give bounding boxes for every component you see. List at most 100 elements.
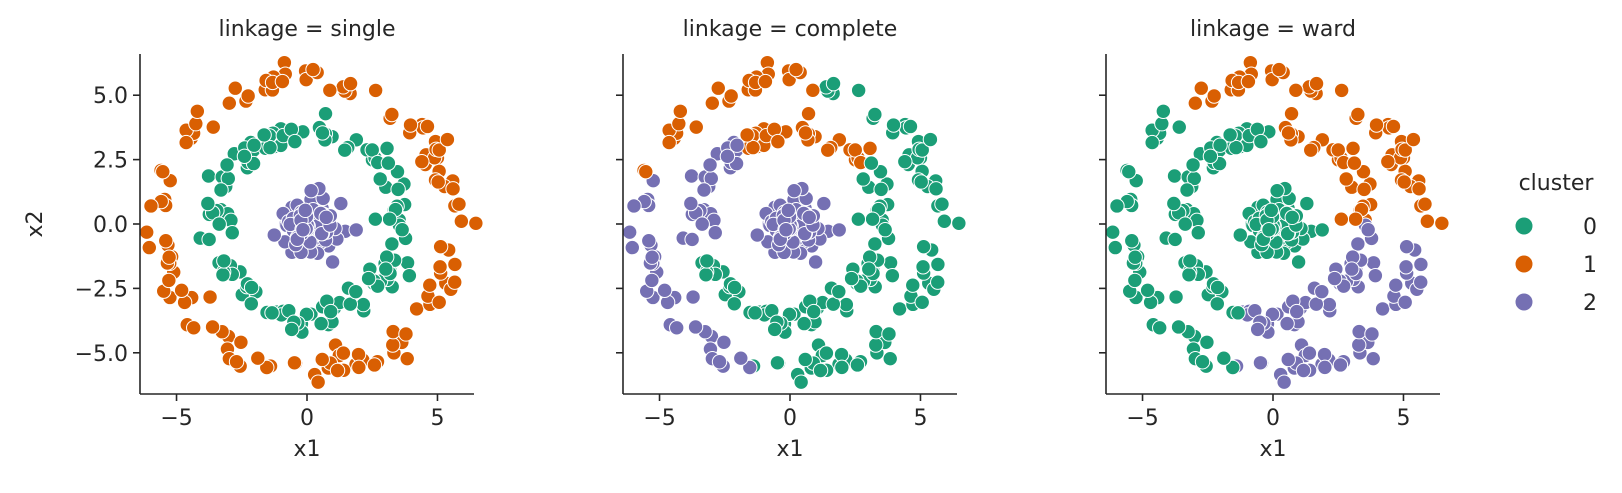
scatter-point <box>1301 345 1318 361</box>
scatter-point <box>1397 294 1413 310</box>
scatter-point <box>216 253 232 269</box>
scatter-point <box>335 345 352 361</box>
scatter-point <box>139 224 155 240</box>
scatter-point <box>1139 282 1156 299</box>
scatter-point <box>820 142 836 158</box>
scatter-point <box>745 139 761 156</box>
scatter-point <box>688 119 704 135</box>
scatter-point <box>351 359 367 376</box>
scatter-point <box>1314 283 1330 300</box>
scatter-point <box>749 227 765 243</box>
scatter-point <box>1185 157 1201 173</box>
scatter-point <box>1326 270 1343 287</box>
scatter-point <box>1284 209 1300 226</box>
scatter-point <box>228 354 245 370</box>
scatter-point <box>313 315 329 332</box>
scatter-point <box>1269 182 1285 199</box>
scatter-point <box>780 202 796 219</box>
scatter-points <box>139 54 484 390</box>
scatter-point <box>1350 106 1366 123</box>
scatter-point <box>1263 202 1279 219</box>
scatter-point <box>398 326 414 342</box>
scatter-point <box>204 319 221 335</box>
scatter-point <box>739 127 755 143</box>
x-tick-label: 0 <box>300 406 314 431</box>
scatter-point <box>173 282 190 299</box>
scatter-point <box>683 195 699 212</box>
scatter-point <box>224 225 240 241</box>
scatter-point <box>274 73 291 90</box>
scatter-point <box>930 256 946 273</box>
scatter-point <box>401 267 418 284</box>
scatter-point <box>1121 163 1137 180</box>
scatter-point <box>861 261 877 277</box>
scatter-point <box>806 303 822 320</box>
scatter-point <box>1413 274 1429 290</box>
scatter-point <box>1170 319 1187 335</box>
scatter-point <box>696 182 712 198</box>
scatter-point <box>704 95 721 111</box>
scatter-point <box>934 196 950 212</box>
scatter-point <box>236 148 253 165</box>
scatter-point <box>913 174 929 190</box>
scatter-point <box>766 321 783 338</box>
scatter-point <box>882 255 899 271</box>
scatter-point <box>1345 140 1361 157</box>
scatter-point <box>644 249 660 265</box>
scatter-point <box>1261 222 1277 238</box>
y-tick-label: 2.5 <box>93 149 128 174</box>
scatter-point <box>202 289 218 305</box>
scatter-point <box>200 195 216 212</box>
scatter-point <box>716 334 732 350</box>
scatter-point <box>915 238 932 255</box>
scatter-point <box>1346 155 1363 171</box>
scatter-point <box>812 362 829 379</box>
scatter-point <box>1166 168 1183 184</box>
scatter-point <box>710 80 726 96</box>
scatter-point <box>348 283 364 300</box>
scatter-point <box>221 95 238 111</box>
scatter-point <box>1202 148 1219 165</box>
scatter-point <box>333 195 349 212</box>
scatter-point <box>305 61 321 78</box>
scatter-point <box>862 140 878 157</box>
scatter-point <box>719 148 736 165</box>
scatter-point <box>1279 315 1295 332</box>
scatter-point <box>385 337 401 353</box>
scatter-point <box>372 171 388 187</box>
scatter-point <box>622 224 638 240</box>
scatter-point <box>314 125 331 141</box>
scatter-point <box>1351 323 1367 340</box>
chart-panel-single: linkage = single −5 0 5 5.0 2.5 0.0 −2.5 −5.0 x1 x… <box>23 17 484 462</box>
scatter-point <box>243 279 260 296</box>
scatter-point <box>868 337 884 353</box>
scatter-point <box>1351 337 1367 353</box>
scatter-point <box>1303 142 1319 158</box>
scatter-point <box>624 239 640 256</box>
scatter-point <box>757 73 774 90</box>
scatter-point <box>1295 362 1312 379</box>
scatter-point <box>1288 82 1304 99</box>
x-tick-label: 0 <box>783 406 797 431</box>
scatter-point <box>1216 350 1232 366</box>
scatter-point <box>1177 216 1193 232</box>
scatter-point <box>1317 359 1333 376</box>
scatter-point <box>687 319 704 335</box>
scatter-point <box>881 326 897 342</box>
scatter-point <box>1417 196 1433 212</box>
legend-marker <box>1514 216 1534 236</box>
scatter-point <box>778 222 794 238</box>
scatter-point <box>350 346 367 363</box>
scatter-point <box>661 134 677 151</box>
scatter-point <box>1419 213 1436 229</box>
scatter-point <box>451 196 467 212</box>
scatter-point <box>453 213 470 229</box>
scatter-point <box>644 272 660 289</box>
scatter-point <box>873 181 889 198</box>
chart-title: linkage = complete <box>683 17 898 42</box>
scatter-point <box>1365 255 1382 271</box>
scatter-point <box>201 231 217 248</box>
scatter-point <box>384 236 400 252</box>
scatter-point <box>638 163 654 180</box>
scatter-point <box>262 139 278 156</box>
